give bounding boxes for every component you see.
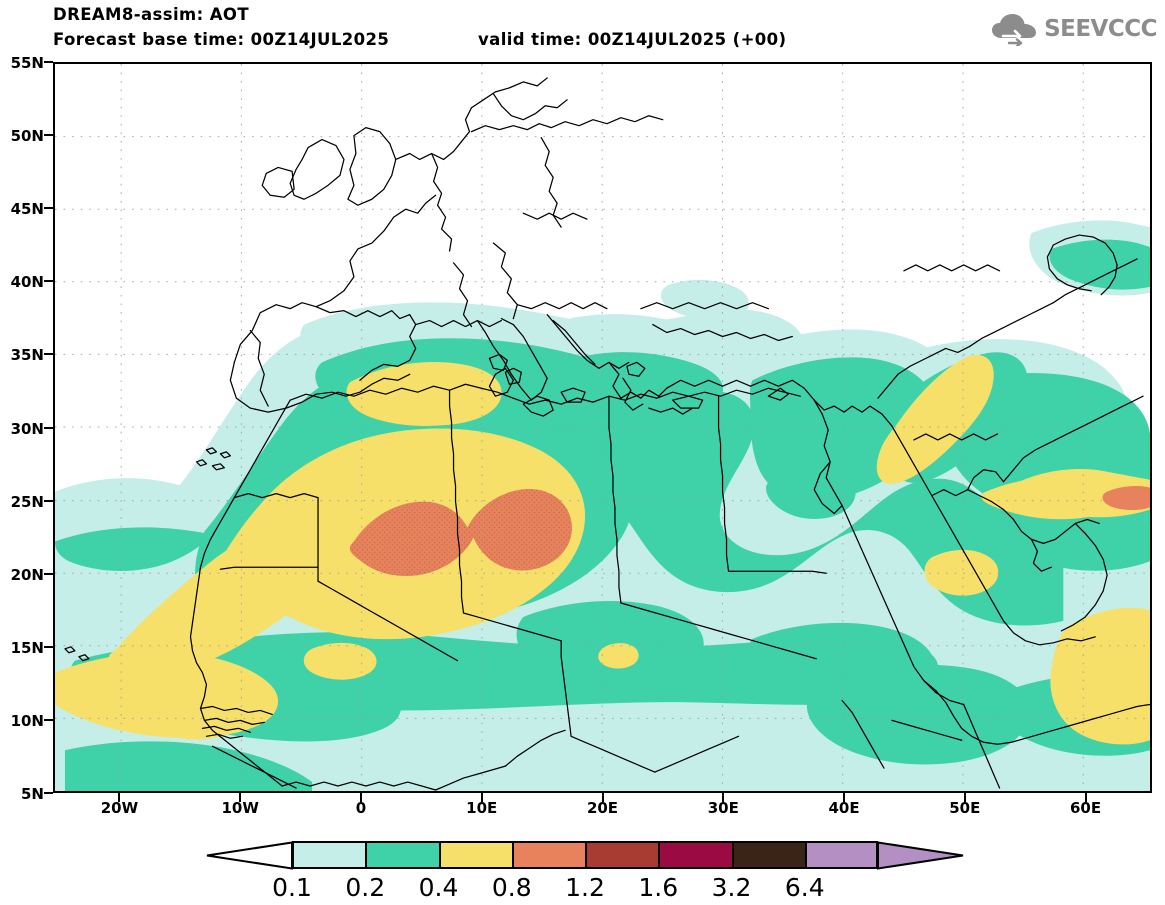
y-axis-label: 50N — [10, 127, 44, 146]
colorbar-tick-label: 0.2 — [345, 873, 386, 902]
colorbar-tick-label: 6.4 — [784, 873, 825, 902]
y-axis-tick — [44, 280, 53, 283]
x-axis-tick — [359, 793, 362, 802]
colorbar-block — [365, 841, 439, 869]
y-axis-label: 25N — [10, 492, 44, 511]
y-axis-label: 5N — [21, 785, 44, 803]
y-axis-label: 20N — [10, 565, 44, 584]
y-axis-tick — [44, 134, 53, 137]
x-axis-label: 20W — [100, 799, 139, 817]
colorbar-block — [585, 841, 659, 869]
colorbar-tick-label: 0.1 — [272, 873, 312, 902]
valid-time-label: valid time: 00Z14JUL2025 (+00) — [478, 30, 787, 49]
y-axis-tick — [44, 499, 53, 502]
x-axis-label: 10W — [221, 799, 259, 817]
colorbar-block — [292, 841, 366, 869]
x-axis-label: 0 — [355, 799, 367, 817]
map-plot-area — [53, 62, 1152, 793]
y-axis-label: 15N — [10, 638, 44, 657]
x-axis-tick — [239, 793, 242, 802]
page-title: DREAM8-assim: AOT — [53, 5, 250, 24]
logo-text: SEEVCCC — [1044, 16, 1157, 42]
x-axis-label: 50E — [949, 799, 981, 817]
x-axis-label: 60E — [1070, 799, 1102, 817]
colorbar-tick-label: 0.8 — [491, 873, 532, 902]
colorbar-block — [438, 841, 512, 869]
base-time-label: Forecast base time: 00Z14JUL2025 — [53, 30, 390, 49]
y-axis-label: 30N — [10, 419, 44, 438]
x-axis-label: 20E — [586, 799, 619, 817]
x-axis-label: 10E — [466, 799, 498, 817]
x-axis-label: 30E — [707, 799, 739, 817]
y-axis-tick — [44, 792, 53, 794]
x-axis-label: 40E — [828, 799, 860, 817]
seevccc-logo: SEEVCCC — [990, 10, 1157, 48]
colorbar-tick-label: 1.2 — [565, 873, 605, 902]
y-axis-tick — [44, 353, 53, 356]
peak-aot-area — [349, 486, 1150, 576]
x-axis-tick — [963, 793, 966, 802]
x-axis-tick — [480, 793, 483, 802]
cloud-wind-icon — [992, 14, 1037, 46]
colorbar: 0.1 0.2 0.4 0.8 1.2 1.6 3.2 6.4 — [205, 841, 965, 902]
y-axis-tick — [44, 572, 53, 575]
aot-contour-shading — [55, 220, 1150, 791]
x-axis-tick — [601, 793, 604, 802]
colorbar-tick-label: 3.2 — [711, 873, 752, 902]
y-axis-label: 45N — [10, 200, 44, 219]
colorbar-block — [658, 841, 732, 869]
y-axis-tick — [44, 645, 53, 648]
y-axis-tick — [44, 718, 53, 721]
y-axis-label: 10N — [10, 711, 44, 730]
y-axis-label: 40N — [10, 273, 44, 292]
x-axis-tick — [1084, 793, 1087, 802]
y-axis-tick — [44, 61, 53, 63]
header: DREAM8-assim: AOT Forecast base time: 00… — [0, 0, 1165, 62]
colorbar-block — [731, 841, 805, 869]
y-axis-tick — [44, 207, 53, 210]
map-gridlines — [55, 64, 1150, 791]
colorbar-tick-label: 0.4 — [418, 873, 459, 902]
coastlines-and-borders — [64, 77, 1150, 791]
x-axis-tick — [118, 793, 121, 802]
aot-contour-map — [55, 64, 1150, 791]
y-axis-tick — [44, 426, 53, 429]
colorbar-block — [804, 841, 878, 869]
y-axis-label: 35N — [10, 346, 44, 365]
x-axis-tick — [722, 793, 725, 802]
colorbar-block — [511, 841, 585, 869]
colorbar-arrows — [206, 841, 964, 870]
y-axis-label: 55N — [10, 54, 44, 72]
colorbar-legend: 0.1 0.2 0.4 0.8 1.2 1.6 3.2 6.4 — [0, 836, 1165, 905]
colorbar-tick-label: 1.6 — [638, 873, 679, 902]
x-axis-tick — [843, 793, 846, 802]
